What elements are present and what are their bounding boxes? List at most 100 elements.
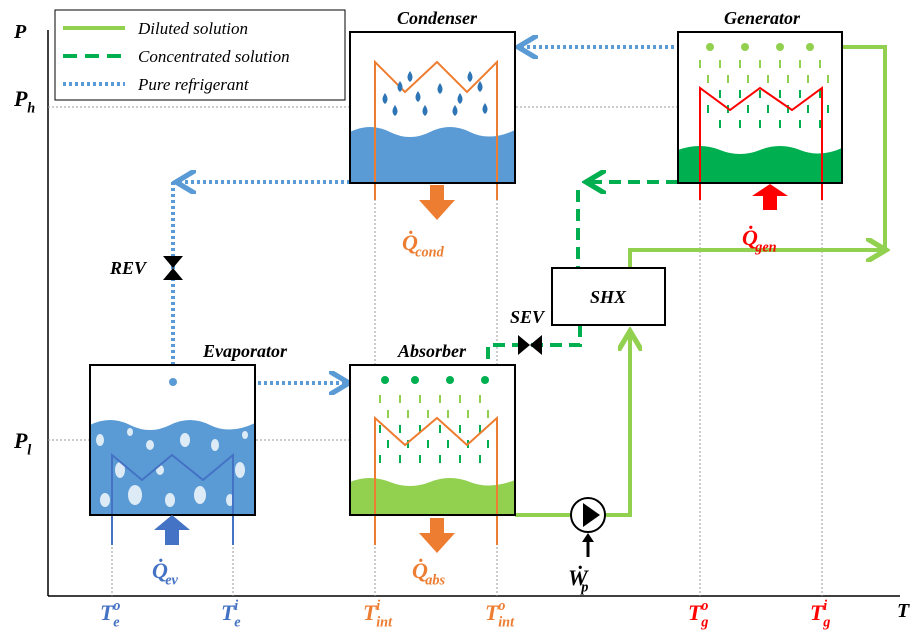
absorber bbox=[349, 364, 516, 545]
sprinkler bbox=[446, 376, 454, 384]
valve-label: REV bbox=[109, 258, 148, 278]
bubble bbox=[100, 493, 110, 507]
bubble bbox=[211, 439, 219, 451]
droplet bbox=[482, 103, 488, 114]
superscript: i bbox=[823, 598, 827, 614]
sprinkler bbox=[706, 43, 714, 51]
sprinkler bbox=[481, 376, 489, 384]
sprinkler bbox=[776, 43, 784, 51]
sprinkler bbox=[169, 378, 177, 386]
droplet bbox=[422, 105, 428, 116]
superscript: i bbox=[234, 598, 238, 614]
subscript: e bbox=[234, 615, 241, 631]
work-label: Ẇp bbox=[568, 565, 589, 596]
component-label: Generator bbox=[724, 8, 801, 28]
symbol: T bbox=[688, 600, 703, 625]
droplet bbox=[407, 71, 413, 82]
droplet bbox=[397, 81, 403, 92]
subscript: ev bbox=[165, 573, 178, 589]
symbol: Q̇ bbox=[742, 225, 758, 250]
legend-item: Concentrated solution bbox=[138, 47, 290, 66]
subscript: p bbox=[579, 580, 588, 596]
superscript: o bbox=[701, 598, 708, 614]
bubble bbox=[146, 440, 154, 450]
generator bbox=[677, 31, 843, 200]
bubble bbox=[242, 431, 248, 439]
valve-label: SEV bbox=[510, 307, 546, 327]
legend: Diluted solution Concentrated solution P… bbox=[54, 9, 346, 101]
sprinkler bbox=[806, 43, 814, 51]
shx-box bbox=[551, 267, 666, 326]
heat-label: Q̇gen bbox=[742, 225, 777, 256]
legend-item: Diluted solution bbox=[137, 19, 248, 38]
symbol: Ẇ bbox=[568, 565, 589, 590]
subscript: int bbox=[498, 615, 515, 631]
symbol: Q̇ bbox=[402, 230, 418, 255]
symbol: P bbox=[13, 86, 28, 111]
heat-label: Q̇cond bbox=[402, 230, 445, 261]
bubble bbox=[96, 434, 104, 446]
subscript: cond bbox=[415, 245, 444, 261]
pump bbox=[570, 497, 606, 557]
superscript: o bbox=[498, 598, 505, 614]
droplet bbox=[392, 105, 398, 116]
heat-arrow bbox=[419, 185, 455, 220]
droplet bbox=[467, 71, 473, 82]
legend-item: Pure refrigerant bbox=[137, 75, 250, 94]
droplet bbox=[415, 91, 421, 102]
bubble bbox=[235, 462, 245, 478]
symbol: T bbox=[100, 600, 115, 625]
component-label: SHX bbox=[590, 287, 627, 307]
sprinkler bbox=[741, 43, 749, 51]
heat-label: Q̇ev bbox=[152, 558, 179, 589]
droplet bbox=[457, 93, 463, 104]
symbol: T bbox=[221, 600, 236, 625]
superscript: o bbox=[113, 598, 120, 614]
bubble bbox=[180, 433, 190, 447]
axis-label: P bbox=[13, 21, 27, 43]
bubble bbox=[127, 428, 133, 436]
axes bbox=[47, 30, 900, 597]
sprinkler bbox=[411, 376, 419, 384]
subscript: gen bbox=[754, 240, 776, 256]
valve-sev bbox=[518, 335, 542, 355]
component-label: Evaporator bbox=[202, 341, 288, 361]
flows bbox=[171, 47, 885, 517]
subscript: h bbox=[27, 101, 35, 117]
subscript: g bbox=[822, 615, 830, 631]
droplet bbox=[437, 83, 443, 94]
bubble bbox=[115, 462, 125, 478]
symbol: T bbox=[485, 600, 500, 625]
component-label: Condenser bbox=[397, 8, 478, 28]
droplet bbox=[477, 81, 483, 92]
superscript: i bbox=[376, 598, 380, 614]
subscript: l bbox=[27, 443, 31, 459]
droplet bbox=[382, 93, 388, 104]
subscript: e bbox=[113, 615, 120, 631]
evaporator bbox=[89, 364, 256, 545]
bubble bbox=[194, 486, 206, 504]
subscript: abs bbox=[425, 573, 445, 589]
symbol: Q̇ bbox=[412, 558, 428, 583]
axis-label: T bbox=[897, 600, 910, 622]
symbol: P bbox=[13, 428, 28, 453]
droplet bbox=[452, 105, 458, 116]
valve-rev bbox=[163, 256, 183, 280]
heat-label: Q̇abs bbox=[412, 558, 445, 589]
component-label: Absorber bbox=[397, 341, 467, 361]
heat-arrow bbox=[752, 184, 788, 210]
subscript: int bbox=[376, 615, 393, 631]
symbol: Q̇ bbox=[152, 558, 168, 583]
symbol: T bbox=[363, 600, 378, 625]
subscript: g bbox=[700, 615, 708, 631]
condenser bbox=[349, 31, 516, 200]
sprinkler bbox=[381, 376, 389, 384]
bubble bbox=[128, 485, 142, 505]
